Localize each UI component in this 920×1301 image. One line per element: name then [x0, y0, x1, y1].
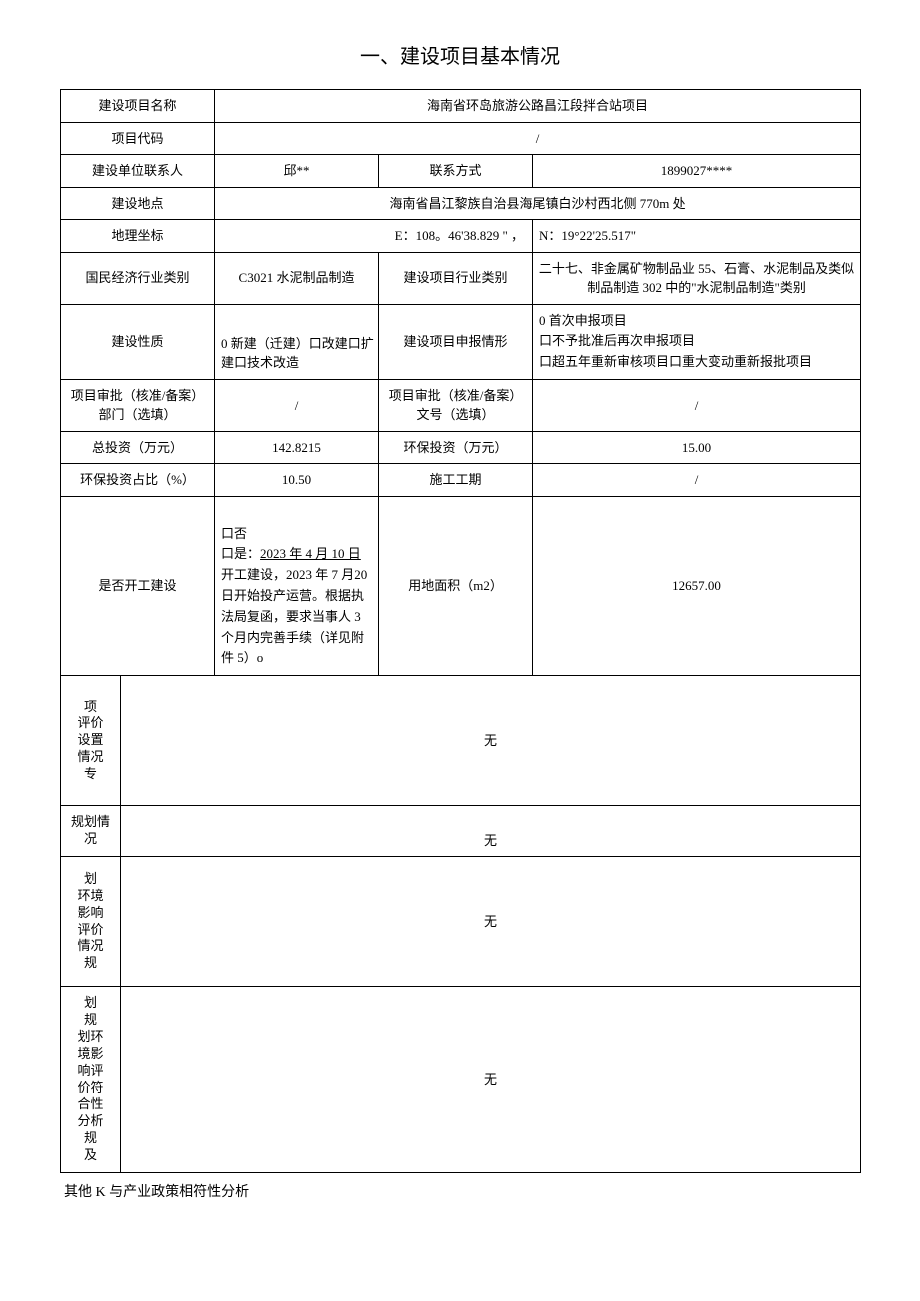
table-row: 地理坐标 E：108。46'38.829 " ， N：19°22'25.517"	[61, 220, 861, 253]
table-row: 总投资（万元） 142.8215 环保投资（万元） 15.00	[61, 431, 861, 464]
sec2-l2: 况	[63, 831, 118, 848]
sec4-l4: 境影	[63, 1046, 118, 1063]
started-line3: 开工建设，2023 年 7 月20 日开始投产运营。根据执法局复函，要求当事人 …	[221, 567, 367, 665]
table-row: 建设单位联系人 邱** 联系方式 1899027****	[61, 155, 861, 188]
sec1-l3: 设置	[63, 732, 118, 749]
value-contact-method: 1899027****	[533, 155, 861, 188]
sec1-l2: 评价	[63, 715, 118, 732]
label-project-name: 建设项目名称	[61, 90, 215, 123]
label-section3: 划 环境 影响 评价 情况 规	[61, 857, 121, 987]
label-project-code: 项目代码	[61, 122, 215, 155]
value-section4: 无	[121, 987, 861, 1173]
table-row: 建设性质 0 新建（迁建）口改建口扩建口技术改造 建设项目申报情形 0 首次申报…	[61, 304, 861, 379]
sec2-l1: 规划情	[63, 814, 118, 831]
value-construction-nature: 0 新建（迁建）口改建口扩建口技术改造	[215, 304, 379, 379]
value-land-area: 12657.00	[533, 496, 861, 675]
value-declaration-type: 0 首次申报项目 口不予批准后再次申报项目 口超五年重新审核项目口重大变动重新报…	[533, 304, 861, 379]
sec4-l3: 划环	[63, 1029, 118, 1046]
value-section2: 无	[121, 806, 861, 857]
label-approval-no: 项目审批（核准/备案）文号（选填）	[379, 379, 533, 431]
table-row: 项目代码 /	[61, 122, 861, 155]
sec3-l3: 影响	[63, 905, 118, 922]
started-line1: 口否	[221, 526, 247, 541]
label-env-ratio: 环保投资占比（%）	[61, 464, 215, 497]
label-coordinates: 地理坐标	[61, 220, 215, 253]
value-coord-e: E：108。46'38.829 " ，	[215, 220, 533, 253]
sec4-l5: 响评	[63, 1063, 118, 1080]
label-construction-nature: 建设性质	[61, 304, 215, 379]
label-approval-dept: 项目审批（核准/备案）部门（选填）	[61, 379, 215, 431]
value-coord-n: N：19°22'25.517"	[533, 220, 861, 253]
sec4-l8: 分析	[63, 1113, 118, 1130]
sec1-l4: 情况	[63, 749, 118, 766]
label-location: 建设地点	[61, 187, 215, 220]
label-project-industry: 建设项目行业类别	[379, 252, 533, 304]
value-project-code: /	[215, 122, 861, 155]
sec4-l10: 及	[63, 1147, 118, 1164]
sec3-l4: 评价	[63, 922, 118, 939]
sec4-l7: 合性	[63, 1096, 118, 1113]
value-industry-category: C3021 水泥制品制造	[215, 252, 379, 304]
started-date: 2023 年 4 月 10 日	[260, 546, 361, 561]
bottom-text: 其他 K 与产业政策相符性分析	[60, 1181, 860, 1201]
sec3-l2: 环境	[63, 888, 118, 905]
table-row: 规划情 况 无	[61, 806, 861, 857]
sec3-l6: 规	[63, 955, 118, 972]
label-contact-person: 建设单位联系人	[61, 155, 215, 188]
table-row: 建设项目名称 海南省环岛旅游公路昌江段拌合站项目	[61, 90, 861, 123]
label-section1: 项 评价 设置 情况 专	[61, 676, 121, 806]
page-title: 一、建设项目基本情况	[60, 40, 860, 69]
sec3-l1: 划	[63, 871, 118, 888]
sec4-l6: 价符	[63, 1080, 118, 1097]
table-row: 国民经济行业类别 C3021 水泥制品制造 建设项目行业类别 二十七、非金属矿物…	[61, 252, 861, 304]
started-line2a: 口是：	[221, 546, 260, 561]
value-project-industry: 二十七、非金属矿物制品业 55、石膏、水泥制品及类似制品制造 302 中的"水泥…	[533, 252, 861, 304]
declaration-line2: 口不予批准后再次申报项目	[539, 333, 695, 348]
sec3-l5: 情况	[63, 938, 118, 955]
value-approval-no: /	[533, 379, 861, 431]
declaration-line1: 0 首次申报项目	[539, 313, 627, 328]
table-row: 项目审批（核准/备案）部门（选填） / 项目审批（核准/备案）文号（选填） /	[61, 379, 861, 431]
table-row: 划 环境 影响 评价 情况 规 无	[61, 857, 861, 987]
sec1-l5: 专	[63, 766, 118, 783]
label-started: 是否开工建设	[61, 496, 215, 675]
label-contact-method: 联系方式	[379, 155, 533, 188]
table-row: 划 规 划环 境影 响评 价符 合性 分析 规 及 无	[61, 987, 861, 1173]
sec4-l1: 划	[63, 995, 118, 1012]
label-land-area: 用地面积（m2）	[379, 496, 533, 675]
table-row: 环保投资占比（%） 10.50 施工工期 /	[61, 464, 861, 497]
label-total-investment: 总投资（万元）	[61, 431, 215, 464]
label-industry-category: 国民经济行业类别	[61, 252, 215, 304]
table-row: 是否开工建设 口否 口是：2023 年 4 月 10 日 开工建设，2023 年…	[61, 496, 861, 675]
sec4-l2: 规	[63, 1012, 118, 1029]
value-env-ratio: 10.50	[215, 464, 379, 497]
label-section2: 规划情 况	[61, 806, 121, 857]
label-env-investment: 环保投资（万元）	[379, 431, 533, 464]
value-construction-period: /	[533, 464, 861, 497]
sec4-l9: 规	[63, 1130, 118, 1147]
value-location: 海南省昌江黎族自治县海尾镇白沙村西北侧 770m 处	[215, 187, 861, 220]
label-construction-period: 施工工期	[379, 464, 533, 497]
label-declaration-type: 建设项目申报情形	[379, 304, 533, 379]
table-row: 项 评价 设置 情况 专 无	[61, 676, 861, 806]
value-project-name: 海南省环岛旅游公路昌江段拌合站项目	[215, 90, 861, 123]
value-section1: 无	[121, 676, 861, 806]
value-started: 口否 口是：2023 年 4 月 10 日 开工建设，2023 年 7 月20 …	[215, 496, 379, 675]
sec1-l1: 项	[63, 699, 118, 716]
value-contact-person: 邱**	[215, 155, 379, 188]
project-info-table: 建设项目名称 海南省环岛旅游公路昌江段拌合站项目 项目代码 / 建设单位联系人 …	[60, 89, 861, 1173]
value-total-investment: 142.8215	[215, 431, 379, 464]
declaration-line3: 口超五年重新审核项目口重大变动重新报批项目	[539, 354, 812, 369]
value-approval-dept: /	[215, 379, 379, 431]
value-section3: 无	[121, 857, 861, 987]
value-env-investment: 15.00	[533, 431, 861, 464]
table-row: 建设地点 海南省昌江黎族自治县海尾镇白沙村西北侧 770m 处	[61, 187, 861, 220]
label-section4: 划 规 划环 境影 响评 价符 合性 分析 规 及	[61, 987, 121, 1173]
